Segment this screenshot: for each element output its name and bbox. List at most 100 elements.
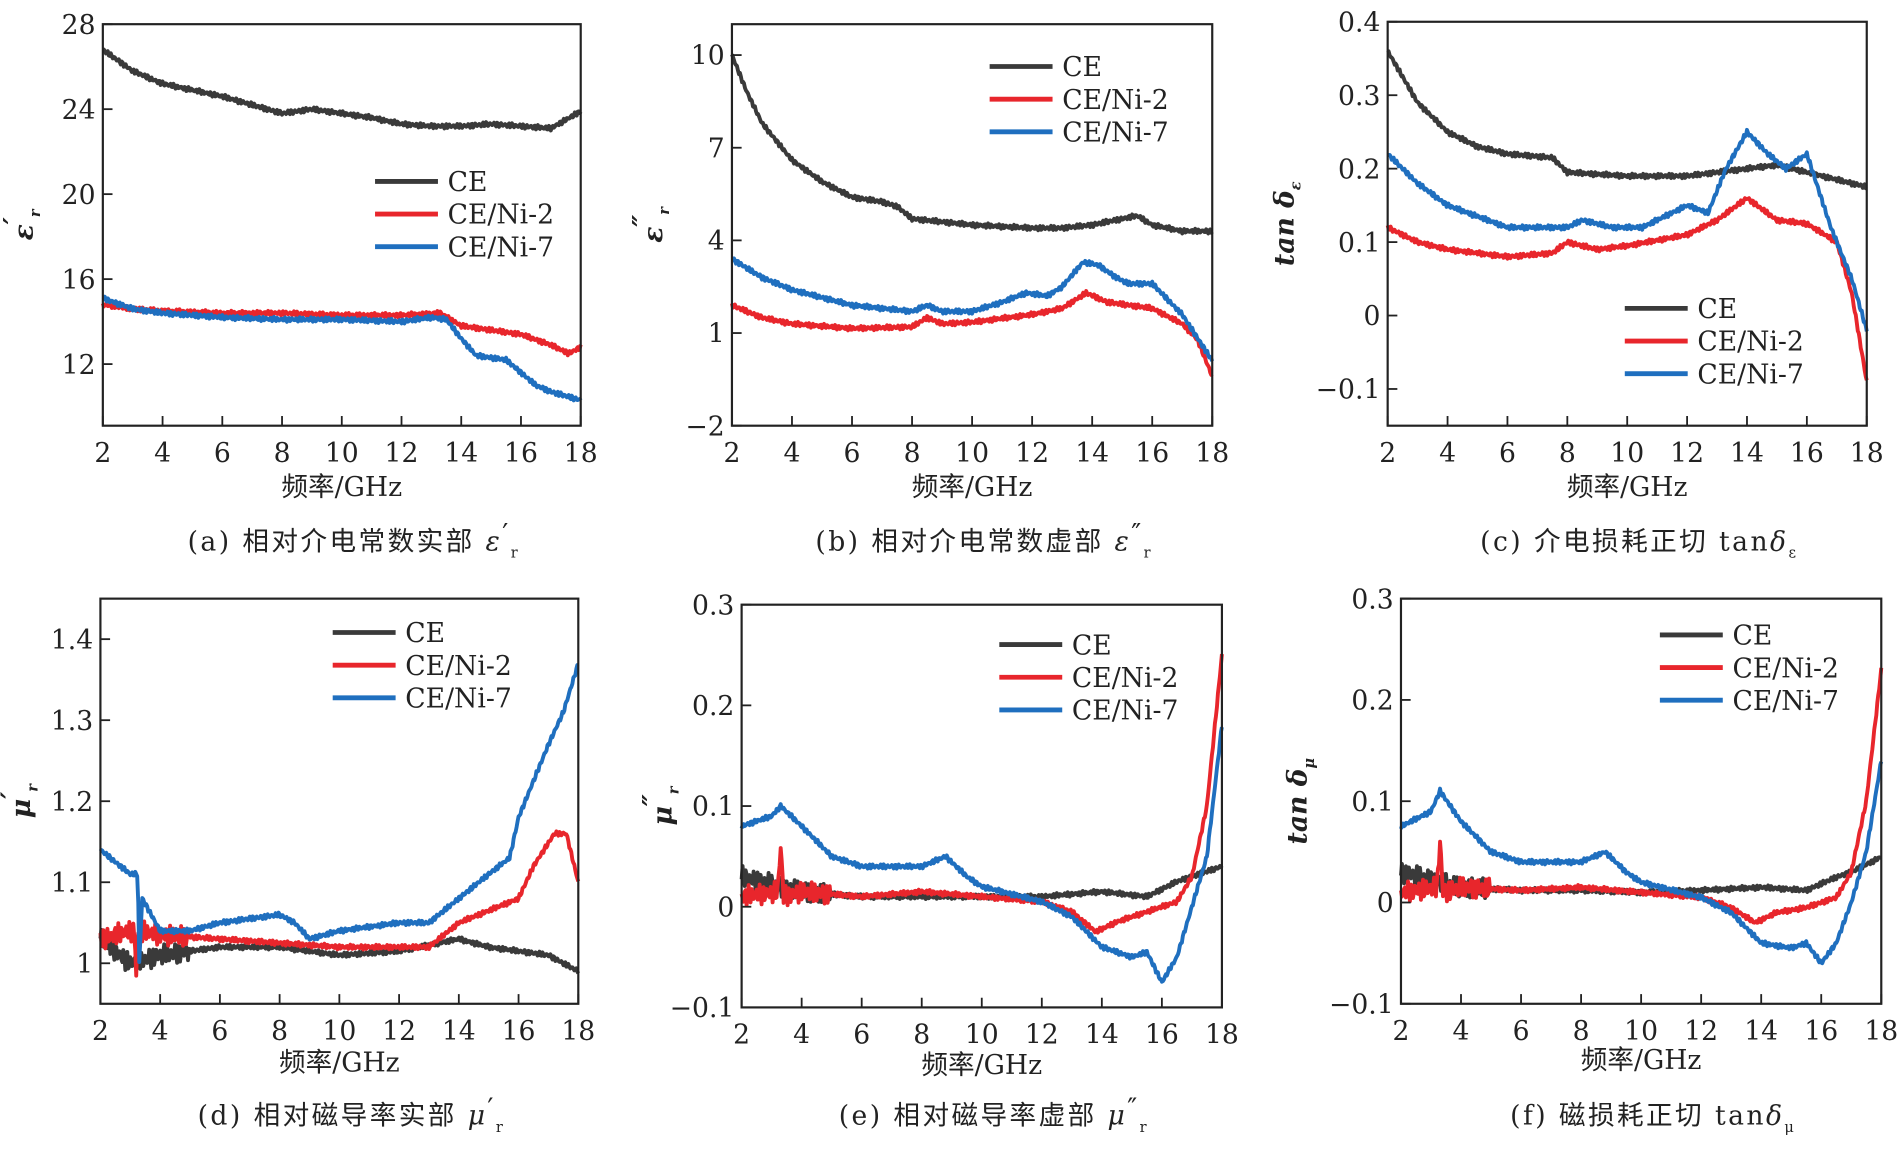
x-tick-label: 18: [1205, 1020, 1239, 1051]
panel-caption: (f) 磁损耗正切 tanδμ: [1510, 1101, 1796, 1136]
y-label-subscript: r: [656, 206, 673, 215]
x-tick-label: 16: [1145, 1020, 1179, 1051]
series-line-ce-ni-7: [739, 726, 1224, 984]
legend-label: CE: [1732, 621, 1772, 652]
x-axis-label: 频率/GHz: [1567, 472, 1688, 503]
x-tick-label: 6: [853, 1020, 870, 1051]
y-label-symbol: tan δ: [1283, 769, 1314, 845]
caption-prime: ″: [1127, 1093, 1139, 1124]
x-tick-label: 18: [1864, 1016, 1897, 1047]
y-tick-label: 1: [76, 949, 93, 980]
series-line-ce-ni-2: [730, 289, 1214, 377]
x-tick-label: 2: [723, 438, 740, 469]
x-tick-label: 14: [442, 1016, 476, 1047]
series-line-ce: [98, 927, 580, 975]
legend-label: CE/Ni-7: [1732, 686, 1838, 717]
y-tick-label: 0.4: [1338, 7, 1380, 38]
series-line-ce-ni-2: [98, 829, 581, 978]
y-tick-label: 1.2: [51, 787, 93, 818]
x-tick-label: 4: [784, 438, 801, 469]
y-tick-label: 0: [717, 892, 734, 923]
y-label-symbol: ε: [9, 224, 40, 240]
series-line-ce-ni-7: [98, 663, 580, 964]
x-tick-label: 10: [1624, 1016, 1658, 1047]
y-tick-label: −0.1: [1329, 989, 1394, 1020]
x-tick-label: 16: [1135, 438, 1169, 469]
x-tick-label: 8: [274, 438, 291, 469]
caption-text: (c) 介电损耗正切 tan: [1480, 526, 1770, 557]
y-tick-label: −2: [685, 411, 724, 442]
y-tick-label: −0.1: [670, 993, 735, 1024]
y-tick-label: 0.2: [1351, 686, 1393, 717]
legend-label: CE: [1697, 294, 1737, 325]
caption-text: (d) 相对磁导率实部: [198, 1101, 468, 1132]
y-label-symbol: ε: [638, 227, 669, 243]
caption-symbol: μ: [468, 1101, 488, 1132]
x-tick-label: 6: [214, 438, 231, 469]
x-tick-label: 18: [564, 438, 598, 469]
y-tick-label: 1.3: [51, 706, 93, 737]
series-line-ce-ni-7: [101, 294, 583, 403]
series-line-ce-ni-7: [730, 256, 1215, 362]
legend-label: CE/Ni-2: [1697, 327, 1803, 358]
y-tick-label: 1.1: [51, 868, 93, 899]
y-label-subscript: r: [27, 208, 44, 217]
x-tick-label: 14: [1075, 438, 1109, 469]
legend-label: CE: [405, 618, 445, 649]
y-label-prime: ′: [0, 792, 28, 799]
x-axis-label: 频率/GHz: [279, 1048, 400, 1079]
x-tick-label: 12: [1025, 1020, 1059, 1051]
caption-symbol: ε: [486, 526, 503, 557]
legend-label: CE/Ni-7: [1697, 359, 1803, 390]
caption-text: (a) 相对介电常数实部: [188, 526, 486, 557]
y-axis-label: tan δμ: [1283, 758, 1318, 845]
panel-d: 2468101214161811.11.21.31.4频率/GHzμ′rCECE…: [0, 597, 595, 1136]
x-tick-label: 8: [913, 1020, 930, 1051]
legend-label: CE/Ni-2: [405, 651, 511, 682]
legend-label: CE/Ni-7: [1062, 118, 1168, 149]
y-tick-label: 0.3: [1351, 584, 1393, 615]
caption-subscript: r: [511, 546, 520, 562]
legend-label: CE/Ni-2: [1072, 663, 1178, 694]
panel-caption: (a) 相对介电常数实部 ε′r: [188, 519, 520, 562]
y-label-symbol: μ: [647, 806, 678, 825]
y-tick-label: 16: [62, 265, 96, 296]
x-axis-label: 频率/GHz: [1581, 1045, 1702, 1076]
caption-subscript: r: [1140, 1120, 1149, 1136]
x-tick-label: 10: [965, 1020, 999, 1051]
x-tick-label: 10: [325, 438, 359, 469]
series-line-ce: [101, 47, 583, 133]
x-tick-label: 12: [385, 438, 419, 469]
y-axis-label: ε′r: [0, 208, 44, 240]
y-tick-label: 0.1: [692, 792, 734, 823]
x-tick-label: 8: [1559, 438, 1576, 469]
x-tick-label: 18: [1195, 438, 1229, 469]
x-tick-label: 16: [504, 438, 538, 469]
x-axis-label: 频率/GHz: [921, 1050, 1042, 1081]
x-tick-label: 16: [1790, 438, 1824, 469]
x-axis-label: 频率/GHz: [912, 472, 1033, 503]
series-line-ce-ni-2: [1399, 667, 1884, 925]
y-label-symbol: μ: [6, 799, 37, 818]
y-tick-label: 28: [62, 10, 96, 41]
caption-subscript: r: [1144, 546, 1153, 562]
x-tick-label: 2: [94, 438, 111, 469]
series-line-ce-ni-7: [1399, 761, 1884, 966]
y-tick-label: 1: [708, 319, 725, 350]
y-tick-label: −0.1: [1316, 375, 1381, 406]
caption-subscript: ε: [1788, 546, 1798, 562]
legend-label: CE/Ni-7: [448, 232, 554, 263]
x-tick-label: 14: [1730, 438, 1764, 469]
y-tick-label: 0.2: [1338, 154, 1380, 185]
x-tick-label: 12: [1015, 438, 1049, 469]
caption-prime: ′: [487, 1093, 495, 1124]
y-tick-label: 10: [691, 41, 725, 72]
x-tick-label: 12: [382, 1016, 416, 1047]
x-tick-label: 12: [1684, 1016, 1718, 1047]
caption-symbol: δ: [1766, 1101, 1784, 1132]
y-axis-label: ε″r: [628, 206, 673, 243]
x-tick-label: 14: [1744, 1016, 1778, 1047]
caption-subscript: μ: [1784, 1120, 1796, 1136]
legend-label: CE: [448, 167, 488, 198]
